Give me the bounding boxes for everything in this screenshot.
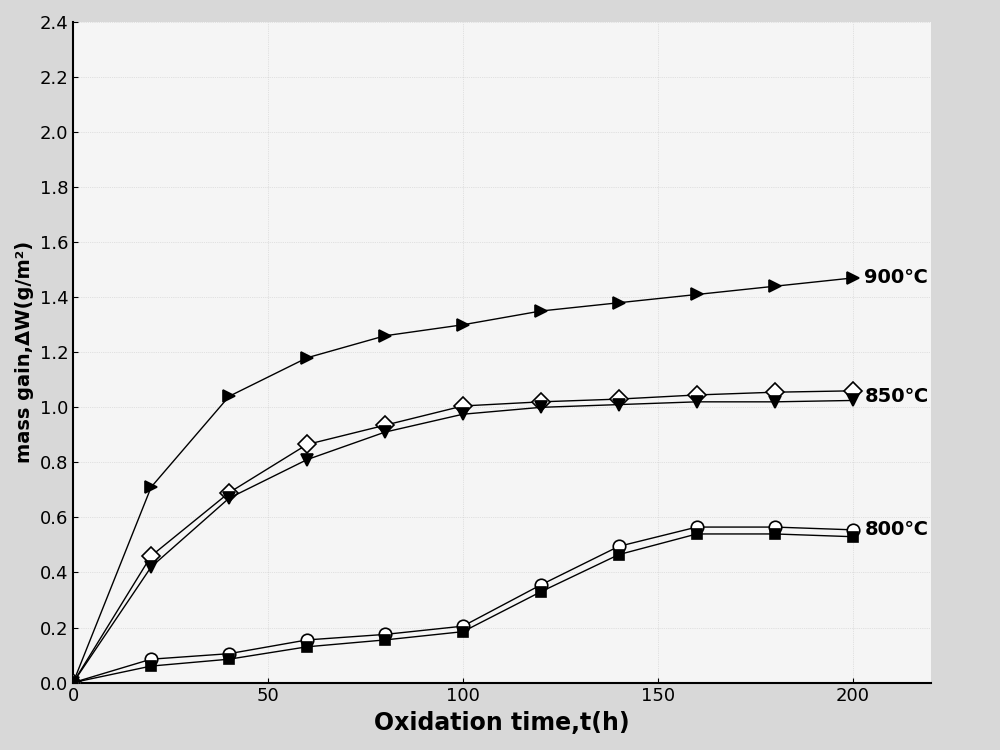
Text: 900℃: 900℃	[864, 268, 928, 287]
X-axis label: Oxidation time,t(h): Oxidation time,t(h)	[374, 711, 630, 735]
Text: 850℃: 850℃	[864, 387, 929, 406]
Y-axis label: mass gain,ΔW(g/m²): mass gain,ΔW(g/m²)	[15, 242, 34, 464]
Text: 800℃: 800℃	[864, 520, 928, 539]
